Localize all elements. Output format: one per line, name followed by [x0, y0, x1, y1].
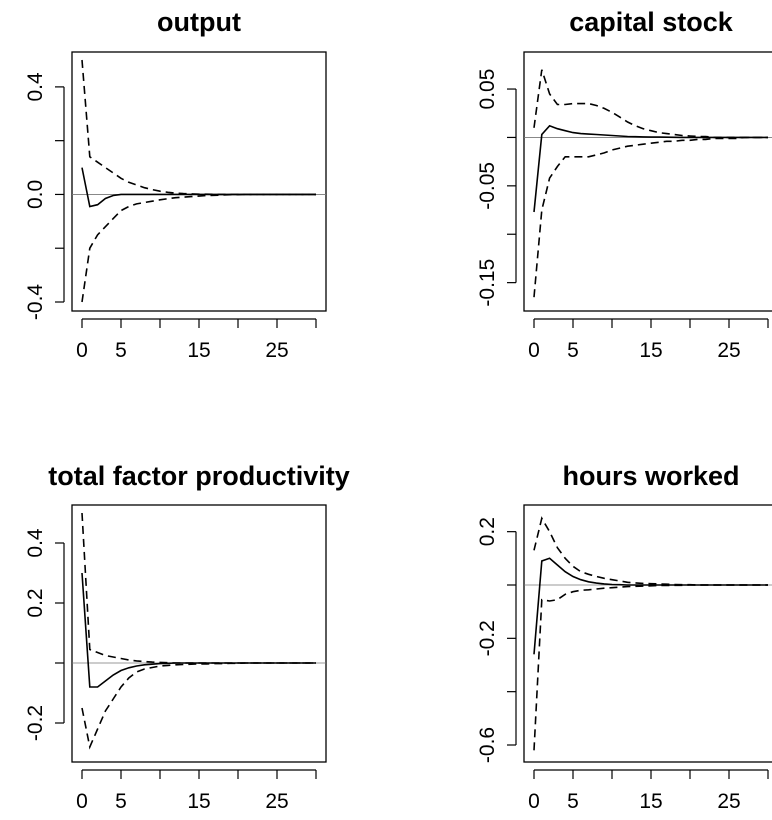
- confidence-band-line: [533, 584, 768, 751]
- x-tick-label: 15: [187, 790, 210, 813]
- confidence-band-line: [81, 662, 316, 750]
- x-tick-label: 15: [187, 339, 210, 362]
- plot-frame: [71, 504, 327, 763]
- y-tick-label: -0.2: [24, 705, 47, 741]
- plot-frame: [71, 51, 327, 312]
- x-tick-label: 15: [639, 790, 662, 813]
- chart-panel-3: total factor productivity 0 5 15 25 -0.2 0.2 0.…: [24, 461, 350, 813]
- confidence-band-line: [81, 59, 316, 196]
- chart-panel-4: hours worked 0 5 15 25 -0.6 -0.2 0.2: [476, 461, 772, 813]
- chart-title: hours worked: [562, 461, 739, 491]
- x-tick-label: 5: [567, 339, 579, 362]
- confidence-band-line: [533, 136, 768, 298]
- y-tick-label: 0.2: [24, 588, 47, 617]
- x-tick-label: 25: [265, 339, 288, 362]
- chart-panel-2: capital stock 0 5 15 25 -0.15 -0.05 0.05: [476, 7, 772, 362]
- x-tick-label: 0: [76, 790, 88, 813]
- impulse-response-line: [81, 572, 316, 688]
- impulse-response-line: [81, 167, 316, 208]
- chart-title: total factor productivity: [48, 461, 350, 491]
- y-tick-label: -0.4: [24, 284, 47, 321]
- x-tick-label: 5: [115, 339, 127, 362]
- y-tick-label: 0.4: [24, 72, 47, 102]
- impulse-response-line: [533, 557, 768, 655]
- x-tick-label: 5: [115, 790, 127, 813]
- plot-frame: [523, 51, 772, 312]
- y-tick-label: 0.2: [476, 517, 499, 546]
- y-tick-label: 0.0: [24, 180, 47, 209]
- x-tick-label: 0: [76, 339, 88, 362]
- y-tick-label: -0.2: [476, 620, 499, 656]
- x-tick-label: 25: [717, 790, 740, 813]
- confidence-band-line: [81, 512, 316, 664]
- x-tick-label: 5: [567, 790, 579, 813]
- confidence-band-line: [533, 69, 768, 139]
- chart-title: output: [157, 7, 241, 37]
- chart-panel-1: output 0 5 15 25 -0.4 0.0 0.4: [24, 7, 327, 362]
- plot-frame: [523, 504, 772, 763]
- x-tick-label: 0: [528, 790, 540, 813]
- x-tick-label: 25: [717, 339, 740, 362]
- y-tick-label: -0.6: [476, 727, 499, 763]
- y-tick-label: 0.4: [24, 528, 47, 558]
- x-tick-label: 15: [639, 339, 662, 362]
- confidence-band-line: [81, 193, 316, 303]
- y-tick-label: -0.15: [476, 259, 499, 307]
- y-tick-label: -0.05: [476, 162, 499, 210]
- y-tick-label: 0.05: [476, 69, 499, 110]
- chart-title: capital stock: [569, 7, 734, 37]
- x-tick-label: 25: [265, 790, 288, 813]
- x-tick-label: 0: [528, 339, 540, 362]
